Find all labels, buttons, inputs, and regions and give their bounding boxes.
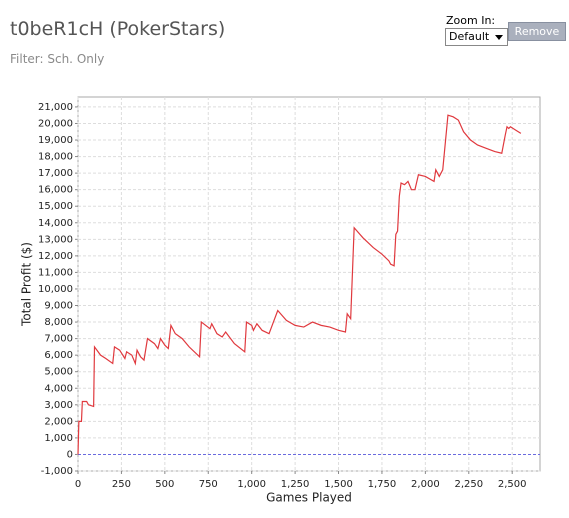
y-tick-label: 12,000 bbox=[38, 251, 73, 262]
filter-label: Filter: Sch. Only bbox=[10, 52, 105, 66]
y-tick-label: 18,000 bbox=[38, 152, 73, 163]
y-tick-label: 13,000 bbox=[38, 234, 73, 245]
x-tick-label: 750 bbox=[199, 479, 218, 490]
y-tick-label: 1,000 bbox=[44, 433, 73, 444]
y-tick-label: 16,000 bbox=[38, 185, 73, 196]
y-tick-label: 5,000 bbox=[44, 367, 73, 378]
x-tick-label: 1,500 bbox=[324, 479, 353, 490]
y-tick-label: 3,000 bbox=[44, 400, 73, 411]
zoom-select[interactable]: Default bbox=[445, 28, 508, 46]
profit-line bbox=[77, 114, 522, 455]
y-tick-label: 2,000 bbox=[44, 416, 73, 427]
plot-area bbox=[77, 96, 541, 472]
x-tick-label: 0 bbox=[75, 479, 81, 490]
x-tick-label: 500 bbox=[155, 479, 174, 490]
y-axis-label: Total Profit ($) bbox=[20, 242, 34, 327]
y-tick-label: 19,000 bbox=[38, 135, 73, 146]
y-tick-label: 17,000 bbox=[38, 168, 73, 179]
zoom-label: Zoom In: bbox=[446, 14, 496, 27]
x-tick-label: 2,500 bbox=[498, 479, 527, 490]
x-tick-label: 2,000 bbox=[411, 479, 440, 490]
y-tick-label: 11,000 bbox=[38, 267, 73, 278]
y-tick-label: 14,000 bbox=[38, 218, 73, 229]
x-tick-label: 2,250 bbox=[454, 479, 483, 490]
page-title: t0beR1cH (PokerStars) bbox=[10, 18, 226, 40]
y-tick-label: 8,000 bbox=[44, 317, 73, 328]
remove-button[interactable]: Remove bbox=[508, 22, 566, 41]
y-tick-label: 21,000 bbox=[38, 102, 73, 113]
y-tick-label: 9,000 bbox=[44, 301, 73, 312]
y-tick-label: 15,000 bbox=[38, 201, 73, 212]
y-tick-label: 7,000 bbox=[44, 334, 73, 345]
x-tick-label: 1,250 bbox=[281, 479, 310, 490]
x-tick-label: 1,750 bbox=[368, 479, 397, 490]
y-tick-label: 4,000 bbox=[44, 383, 73, 394]
y-tick-label: 6,000 bbox=[44, 350, 73, 361]
y-tick-label: -1,000 bbox=[41, 466, 73, 477]
y-tick-label: 20,000 bbox=[38, 118, 73, 129]
y-tick-label: 10,000 bbox=[38, 284, 73, 295]
y-tick-label: 0 bbox=[67, 449, 73, 460]
x-tick-label: 250 bbox=[112, 479, 131, 490]
x-tick-label: 1,000 bbox=[237, 479, 266, 490]
x-axis-label: Games Played bbox=[266, 491, 352, 505]
